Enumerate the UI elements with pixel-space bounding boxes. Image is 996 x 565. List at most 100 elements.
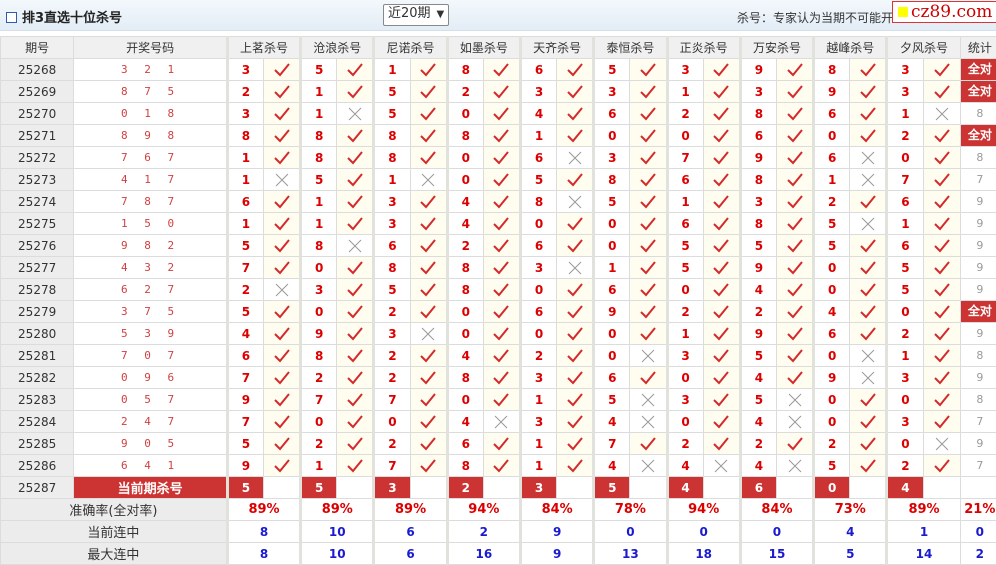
summary-value: 73% (814, 499, 887, 521)
kill-number: 9 (227, 455, 263, 477)
kill-number: 0 (667, 411, 703, 433)
period-select-value: 近20期 (388, 6, 431, 21)
kill-number: 6 (520, 59, 556, 81)
check-icon (483, 191, 520, 213)
draw-numbers: 9 8 2 (74, 235, 228, 257)
check-icon (703, 367, 740, 389)
issue-number: 25279 (1, 301, 74, 323)
kill-number: 0 (887, 301, 923, 323)
kill-number: 4 (814, 301, 850, 323)
kill-number: 1 (227, 169, 263, 191)
kill-number-note: 杀号：专家认为当期不可能开 (737, 9, 893, 26)
check-icon (630, 279, 667, 301)
summary-value: 14 (887, 543, 960, 565)
kill-number: 0 (814, 389, 850, 411)
cross-icon (557, 147, 594, 169)
check-icon (923, 367, 960, 389)
stat-cell: 7 (960, 411, 996, 433)
kill-number: 6 (520, 147, 556, 169)
kill-number: 3 (594, 81, 630, 103)
kill-number: 5 (227, 433, 263, 455)
kill-number: 0 (447, 389, 483, 411)
kill-number: 0 (594, 323, 630, 345)
kill-number: 0 (301, 411, 337, 433)
check-icon (410, 59, 447, 81)
empty-cell (776, 477, 813, 499)
kill-number: 3 (887, 411, 923, 433)
kill-number: 0 (447, 301, 483, 323)
summary-value: 6 (374, 543, 447, 565)
kill-number: 2 (447, 235, 483, 257)
cross-icon (630, 411, 667, 433)
kill-number: 6 (887, 235, 923, 257)
check-icon (703, 389, 740, 411)
issue-number: 25284 (1, 411, 74, 433)
cross-icon (557, 191, 594, 213)
check-icon (337, 455, 374, 477)
check-icon (557, 455, 594, 477)
kill-number: 3 (520, 367, 556, 389)
current-kill-number: 5 (227, 477, 263, 499)
cross-icon (776, 411, 813, 433)
check-icon (263, 125, 300, 147)
check-icon (850, 257, 887, 279)
check-icon (410, 301, 447, 323)
kill-number: 0 (520, 213, 556, 235)
logo-square-icon (898, 7, 908, 17)
check-icon (557, 345, 594, 367)
kill-number: 5 (520, 169, 556, 191)
kill-number: 3 (667, 59, 703, 81)
check-icon (483, 279, 520, 301)
kill-number: 0 (594, 235, 630, 257)
check-icon (776, 147, 813, 169)
empty-cell (923, 477, 960, 499)
check-icon (337, 169, 374, 191)
summary-value: 0 (594, 521, 667, 543)
check-icon (850, 389, 887, 411)
summary-value: 9 (520, 521, 593, 543)
check-icon (630, 433, 667, 455)
kill-number: 9 (594, 301, 630, 323)
check-icon (337, 279, 374, 301)
check-icon (263, 103, 300, 125)
current-kill-number: 5 (301, 477, 337, 499)
summary-value: 18 (667, 543, 740, 565)
cross-icon (263, 279, 300, 301)
kill-number: 7 (227, 367, 263, 389)
issue-number: 25283 (1, 389, 74, 411)
kill-number: 1 (814, 169, 850, 191)
check-icon (483, 169, 520, 191)
check-icon (337, 213, 374, 235)
kill-number: 7 (667, 147, 703, 169)
check-icon (776, 367, 813, 389)
cross-icon (263, 169, 300, 191)
period-select[interactable]: 近20期▼ (383, 4, 449, 26)
kill-number: 3 (887, 367, 923, 389)
stat-cell: 9 (960, 257, 996, 279)
check-icon (337, 389, 374, 411)
issue-number: 25282 (1, 367, 74, 389)
kill-number: 8 (374, 147, 410, 169)
cross-icon (630, 455, 667, 477)
check-icon (923, 345, 960, 367)
kill-number: 2 (667, 103, 703, 125)
check-icon (557, 367, 594, 389)
stat-cell: 9 (960, 367, 996, 389)
kill-number-table: 期号开奖号码上茗杀号沧浪杀号尼诺杀号如墨杀号天齐杀号泰恒杀号正炎杀号万安杀号越峰… (0, 36, 996, 565)
empty-cell (557, 477, 594, 499)
summary-value: 89% (887, 499, 960, 521)
check-icon (630, 103, 667, 125)
summary-value: 4 (814, 521, 887, 543)
kill-number: 0 (887, 433, 923, 455)
check-icon (703, 59, 740, 81)
kill-number: 3 (667, 345, 703, 367)
check-icon (776, 345, 813, 367)
kill-number: 1 (887, 103, 923, 125)
check-icon (703, 235, 740, 257)
issue-number: 25271 (1, 125, 74, 147)
